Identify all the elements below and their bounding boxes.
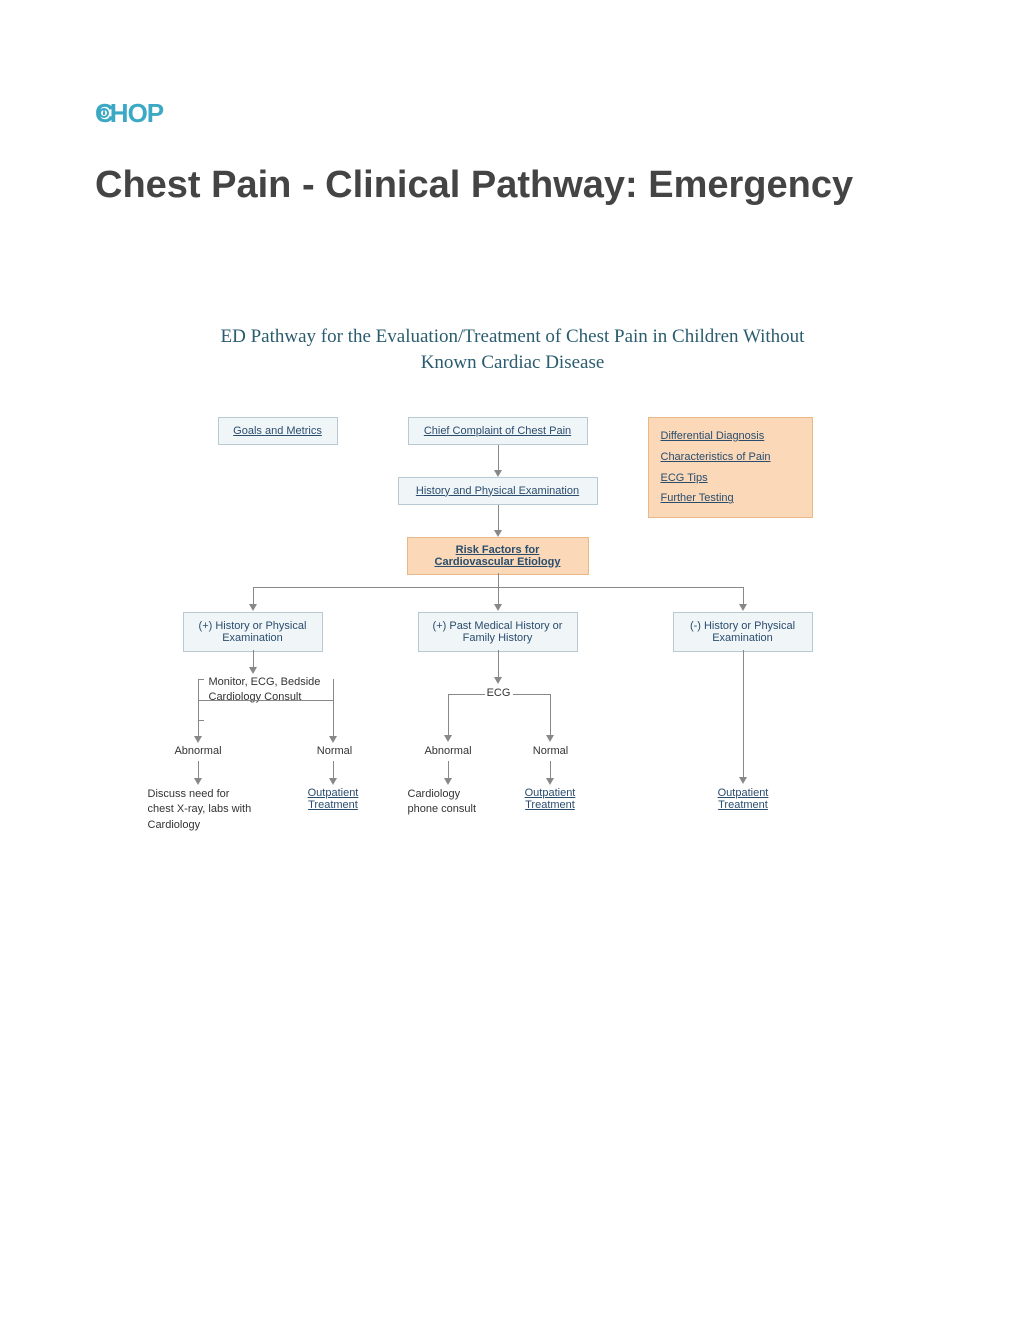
svg-text:CHOP: CHOP bbox=[95, 100, 164, 128]
outpatient-mid-link[interactable]: Outpatient Treatment bbox=[518, 787, 583, 811]
arrow-line bbox=[513, 694, 550, 695]
arrow-head-icon bbox=[444, 735, 452, 742]
arrow-line bbox=[498, 445, 499, 473]
arrow-line bbox=[498, 573, 499, 587]
arrow-head-icon bbox=[494, 470, 502, 477]
arrow-line bbox=[498, 650, 499, 680]
neg-history-pe-box: (-) History or Physical Examination bbox=[673, 612, 813, 652]
arrow-head-icon bbox=[329, 736, 337, 743]
arrow-head-icon bbox=[739, 604, 747, 611]
flowchart: Goals and Metrics Chief Complaint of Che… bbox=[153, 417, 873, 937]
goals-metrics-box[interactable]: Goals and Metrics bbox=[218, 417, 338, 445]
page-title: Chest Pain - Clinical Pathway: Emergency bbox=[95, 163, 930, 209]
pos-history-pe-box: (+) History or Physical Examination bbox=[183, 612, 323, 652]
characteristics-link[interactable]: Characteristics of Pain bbox=[661, 447, 800, 468]
arrow-line bbox=[333, 679, 334, 721]
arrow-line bbox=[550, 694, 551, 708]
abnormal-left-text: Abnormal bbox=[171, 745, 226, 757]
outpatient-left-link[interactable]: Outpatient Treatment bbox=[301, 787, 366, 811]
abnormal-mid-text: Abnormal bbox=[421, 745, 476, 757]
arrow-line bbox=[448, 694, 449, 708]
risk-factors-box[interactable]: Risk Factors for Cardiovascular Etiology bbox=[407, 537, 589, 575]
arrow-head-icon bbox=[546, 778, 554, 785]
monitor-ecg-text: Monitor, ECG, Bedside Cardiology Consult bbox=[209, 675, 329, 706]
history-physical-link[interactable]: History and Physical Examination bbox=[416, 485, 579, 497]
risk-factors-link[interactable]: Risk Factors for Cardiovascular Etiology bbox=[435, 544, 561, 568]
pos-past-medical-box: (+) Past Medical History or Family Histo… bbox=[418, 612, 578, 652]
sidebar-references: Differential Diagnosis Characteristics o… bbox=[648, 417, 813, 519]
pos-history-pe-text: (+) History or Physical Examination bbox=[199, 620, 307, 644]
arrow-line bbox=[448, 708, 449, 738]
chief-complaint-link[interactable]: Chief Complaint of Chest Pain bbox=[424, 425, 571, 437]
differential-diagnosis-link[interactable]: Differential Diagnosis bbox=[661, 426, 800, 447]
normal-left-text: Normal bbox=[313, 745, 357, 757]
history-physical-box[interactable]: History and Physical Examination bbox=[398, 477, 598, 505]
chief-complaint-box[interactable]: Chief Complaint of Chest Pain bbox=[408, 417, 588, 445]
arrow-head-icon bbox=[494, 530, 502, 537]
arrow-head-icon bbox=[494, 604, 502, 611]
pos-past-medical-text: (+) Past Medical History or Family Histo… bbox=[433, 620, 563, 644]
ecg-text: ECG bbox=[485, 687, 513, 699]
discuss-text: Discuss need for chest X-ray, labs with … bbox=[148, 787, 258, 833]
arrow-line bbox=[498, 505, 499, 533]
arrow-head-icon bbox=[249, 604, 257, 611]
further-testing-link[interactable]: Further Testing bbox=[661, 488, 800, 509]
arrow-head-icon bbox=[249, 667, 257, 674]
arrow-head-icon bbox=[329, 778, 337, 785]
cardiology-phone-text: Cardiology phone consult bbox=[408, 787, 490, 818]
logo: CHOP bbox=[95, 100, 930, 128]
arrow-line bbox=[743, 650, 744, 780]
ecg-tips-link[interactable]: ECG Tips bbox=[661, 468, 800, 489]
goals-metrics-link[interactable]: Goals and Metrics bbox=[233, 425, 322, 437]
arrow-head-icon bbox=[194, 736, 202, 743]
arrow-head-icon bbox=[444, 778, 452, 785]
outpatient-right-link[interactable]: Outpatient Treatment bbox=[711, 787, 776, 811]
arrow-line bbox=[198, 700, 333, 701]
arrow-head-icon bbox=[194, 778, 202, 785]
arrow-line bbox=[448, 694, 485, 695]
neg-history-pe-text: (-) History or Physical Examination bbox=[690, 620, 795, 644]
pathway-title: ED Pathway for the Evaluation/Treatment … bbox=[203, 324, 823, 377]
normal-mid-text: Normal bbox=[529, 745, 573, 757]
arrow-head-icon bbox=[739, 777, 747, 784]
arrow-head-icon bbox=[494, 677, 502, 684]
arrow-line bbox=[550, 708, 551, 738]
arrow-head-icon bbox=[546, 735, 554, 742]
